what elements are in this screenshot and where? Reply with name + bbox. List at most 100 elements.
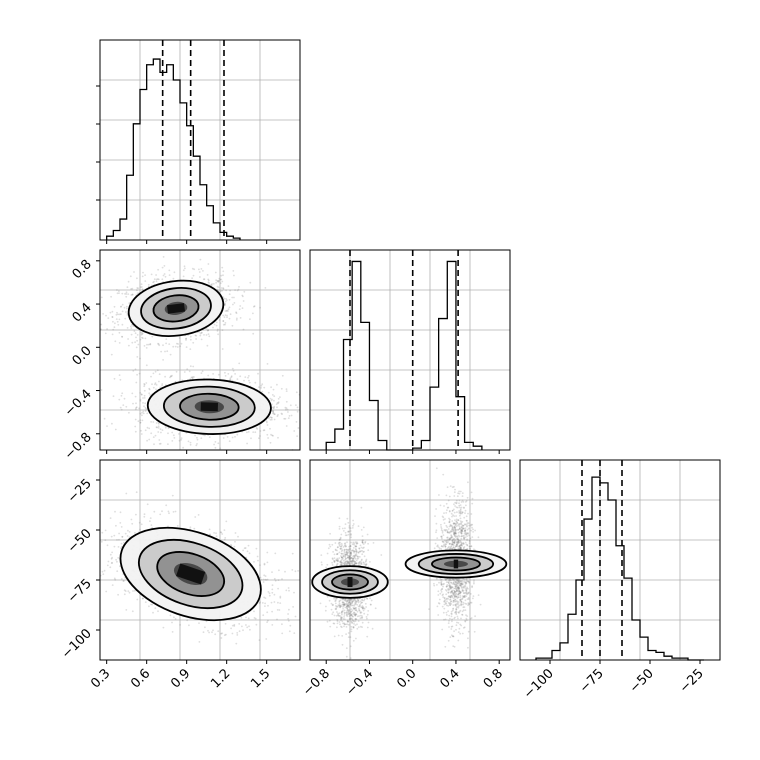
p1-vs-p0-scatter-point: [247, 431, 250, 433]
p2-vs-p0-scatter-point: [234, 532, 237, 534]
p2-vs-p1-scatter-point: [365, 558, 368, 561]
p1-vs-p0-scatter-point: [116, 311, 118, 314]
p2-vs-p0-scatter-point: [111, 551, 113, 554]
p2-vs-p0-scatter-point: [225, 520, 228, 523]
p1-vs-p0-scatter-point: [103, 417, 106, 420]
p2-vs-p0-scatter-point: [111, 584, 114, 586]
p1-vs-p0-scatter-point: [109, 311, 112, 314]
p2-vs-p0-scatter-point: [281, 632, 284, 635]
p2-vs-p1-scatter-point: [352, 541, 355, 544]
p1-vs-p0-scatter-point: [260, 384, 263, 387]
p1-vs-p0-scatter-point: [172, 434, 175, 437]
p2-vs-p1-scatter-point: [333, 557, 336, 559]
p1-vs-p0-scatter-point: [114, 340, 117, 343]
p1-vs-p0-scatter-point: [249, 281, 252, 284]
p1-vs-p0-scatter-point: [168, 274, 171, 276]
p1-vs-p0-scatter-point: [233, 274, 235, 277]
p1-vs-p0-scatter-point: [126, 286, 129, 289]
p2-vs-p0-scatter-point: [126, 535, 129, 537]
p1-vs-p0-scatter-point: [113, 377, 116, 380]
p1-vs-p0-scatter-point: [136, 373, 139, 376]
p1-vs-p0-scatter-point: [196, 443, 198, 445]
p1-vs-p0-scatter-point: [157, 342, 159, 345]
p1-vs-p0-scatter-point: [222, 320, 225, 323]
p1-vs-p0-scatter-point: [215, 324, 218, 327]
p2-vs-p1-scatter-point: [329, 625, 332, 628]
p1-vs-p0-scatter-point: [149, 343, 152, 345]
p1-vs-p0-scatter-point: [118, 342, 121, 344]
p1-vs-p0-scatter-point: [152, 436, 155, 438]
p2-vs-p0-scatter-point: [271, 584, 274, 587]
p1-vs-p0-scatter-point: [165, 342, 168, 345]
p2-vs-p0-scatter-point: [279, 602, 282, 604]
p2-vs-p0-scatter-point: [162, 626, 165, 629]
p1-vs-p0-scatter-point: [236, 317, 238, 320]
p1-vs-p0-scatter-point: [269, 427, 271, 430]
p1-vs-p0-scatter-point: [118, 331, 121, 334]
p2-vs-p0-scatter-point: [161, 510, 163, 513]
p1-vs-p0-scatter-point: [287, 417, 290, 419]
p2-vs-p1-scatter-point: [338, 517, 341, 520]
p1-vs-p0-scatter-point: [125, 295, 128, 298]
p2-vs-p0-scatter-point: [109, 566, 112, 569]
p2-vs-p0-scatter-point: [114, 510, 116, 513]
p2-vs-p1-scatter-point: [360, 563, 363, 566]
p1-vs-p0-scatter-point: [208, 335, 211, 338]
p1-vs-p0-scatter-point: [215, 281, 218, 284]
p1-vs-p0-scatter-point: [234, 373, 237, 375]
p1-vs-p0-scatter-point: [111, 316, 114, 318]
p2-vs-p0-scatter-point: [171, 631, 174, 633]
diag-0-hist-step: [106, 58, 241, 240]
p1-vs-p0-scatter-point: [228, 440, 231, 443]
p1-vs-p0-scatter-point: [244, 376, 247, 378]
p1-vs-p0-scatter-point: [110, 295, 112, 298]
p1-vs-p0-scatter-point: [290, 414, 293, 417]
p2-vs-p0-scatter-point: [271, 588, 274, 591]
p2-vs-p0-scatter-point: [174, 510, 177, 513]
p1-vs-p0-scatter-point: [134, 425, 137, 428]
p2-vs-p1-scatter-point: [328, 599, 331, 602]
p1-vs-p0-scatter-point: [163, 265, 166, 267]
p2-vs-p0-scatter-point: [244, 547, 247, 549]
p2-vs-p1-scatter-point: [340, 542, 343, 545]
p1-vs-p0-scatter-point: [246, 442, 249, 445]
p2-vs-p1-scatter-point: [329, 545, 332, 548]
p1-vs-p0-scatter-point: [136, 356, 139, 358]
p2-vs-p1-scatter-point: [360, 616, 363, 619]
p1-vs-p0-scatter-point: [130, 288, 133, 290]
p2-vs-p1-scatter-point: [331, 613, 334, 615]
p1-vs-p0-scatter-point: [172, 345, 175, 348]
p1-vs-p0-scatter-point: [232, 270, 235, 272]
p1-vs-p0-scatter-point: [185, 337, 188, 340]
p2-vs-p1-scatter-point: [360, 506, 363, 509]
p2-vs-p0-scatter-point: [289, 624, 292, 627]
p1-vs-p0-scatter-point: [161, 429, 164, 431]
p1-vs-p0-scatter-point: [185, 337, 187, 340]
p1-vs-p0-scatter-point: [139, 338, 142, 341]
p2-vs-p0-scatter-point: [255, 547, 258, 550]
p1-vs-p0-density-peak: [200, 402, 219, 412]
p2-vs-p0-scatter-point: [130, 518, 133, 521]
p1-vs-p0-scatter-point: [104, 332, 107, 335]
p1-vs-p0-scatter-point: [200, 437, 203, 440]
p2-vs-p0-scatter-point: [132, 590, 134, 592]
p1-vs-p0-scatter-point: [276, 415, 279, 418]
p1-vs-p0-scatter-point: [158, 344, 161, 347]
p1-vs-p0-scatter-point: [184, 267, 186, 270]
p1-vs-p0-scatter-point: [199, 258, 202, 261]
p1-vs-p0-scatter-point: [206, 274, 209, 276]
p1-vs-p0-scatter-point: [222, 287, 225, 290]
p1-vs-p0-scatter-point: [112, 395, 115, 398]
p1-vs-p0-scatter-point: [215, 279, 218, 282]
p2-vs-p0-scatter-point: [291, 552, 294, 555]
p1-vs-p0-scatter-point: [177, 343, 180, 345]
p1-vs-p0-scatter-point: [182, 446, 185, 449]
p1-vs-p0-scatter-point: [100, 323, 103, 326]
p1-vs-p0-scatter-point: [229, 378, 232, 381]
p1-vs-p0-scatter-point: [152, 386, 155, 389]
p1-vs-p0-scatter-point: [222, 437, 225, 439]
p2-vs-p1-scatter-point: [346, 541, 348, 544]
p1-vs-p0-scatter-point: [227, 285, 230, 287]
p1-vs-p0-scatter-point: [221, 348, 224, 350]
p1-vs-p0-scatter-point: [295, 421, 298, 423]
